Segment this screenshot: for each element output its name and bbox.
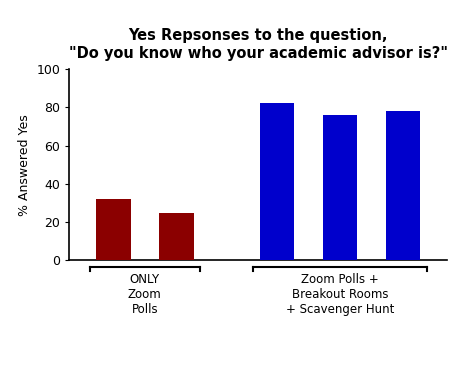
Text: ONLY
Zoom
Polls: ONLY Zoom Polls [128, 273, 162, 316]
Bar [323, 115, 357, 260]
Bar [96, 199, 130, 260]
Title: Yes Repsonses to the question,
"Do you know who your academic advisor is?": Yes Repsonses to the question, "Do you k… [69, 28, 448, 61]
Bar [260, 103, 295, 260]
Bar [386, 111, 420, 260]
Bar [159, 213, 194, 260]
Text: Zoom Polls +
Breakout Rooms
+ Scavenger Hunt: Zoom Polls + Breakout Rooms + Scavenger … [286, 273, 394, 316]
Y-axis label: % Answered Yes: % Answered Yes [18, 114, 31, 216]
